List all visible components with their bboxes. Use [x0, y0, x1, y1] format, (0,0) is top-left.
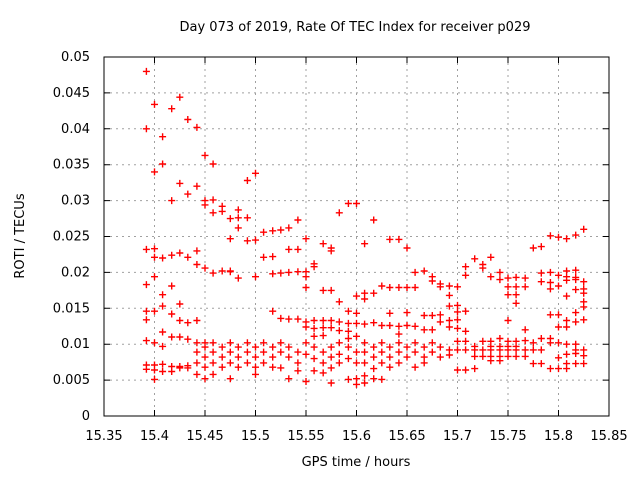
x-tick-label: 15.85 [590, 429, 627, 444]
x-tick-label: 15.45 [186, 429, 223, 444]
chart-title: Day 073 of 2019, Rate Of TEC Index for r… [180, 20, 531, 35]
y-tick-label: 0.035 [53, 158, 90, 173]
y-axis-label: ROTI / TECUs [13, 193, 28, 278]
x-tick-label: 15.75 [489, 429, 526, 444]
y-tick-label: 0.025 [53, 230, 90, 245]
x-tick-label: 15.8 [544, 429, 573, 444]
y-tick-label: 0.04 [61, 122, 90, 137]
roti-series-markers [142, 67, 588, 388]
x-tick-label: 15.7 [443, 429, 472, 444]
y-tick-label: 0.005 [53, 373, 90, 388]
plot-border [103, 56, 610, 417]
x-tick-label: 15.5 [241, 429, 270, 444]
y-tick-label: 0.01 [61, 337, 90, 352]
y-tick-label: 0.02 [61, 265, 90, 280]
x-tick-label: 15.35 [85, 429, 122, 444]
axis-tick-labels: 15.35 15.4 15.45 15.5 15.55 15.6 15.65 15.7 15.7… [53, 50, 628, 444]
y-tick-label: 0.045 [53, 86, 90, 101]
y-tick-label: 0.03 [61, 194, 90, 209]
y-tick-label: 0 [82, 409, 90, 424]
x-tick-label: 15.55 [287, 429, 324, 444]
x-tick-label: 15.4 [140, 429, 169, 444]
y-tick-label: 0.05 [61, 50, 90, 65]
x-tick-label: 15.65 [388, 429, 425, 444]
scatter-points [142, 67, 588, 388]
x-tick-label: 15.6 [342, 429, 371, 444]
x-axis-label: GPS time / hours [302, 455, 411, 470]
y-tick-label: 0.015 [53, 301, 90, 316]
